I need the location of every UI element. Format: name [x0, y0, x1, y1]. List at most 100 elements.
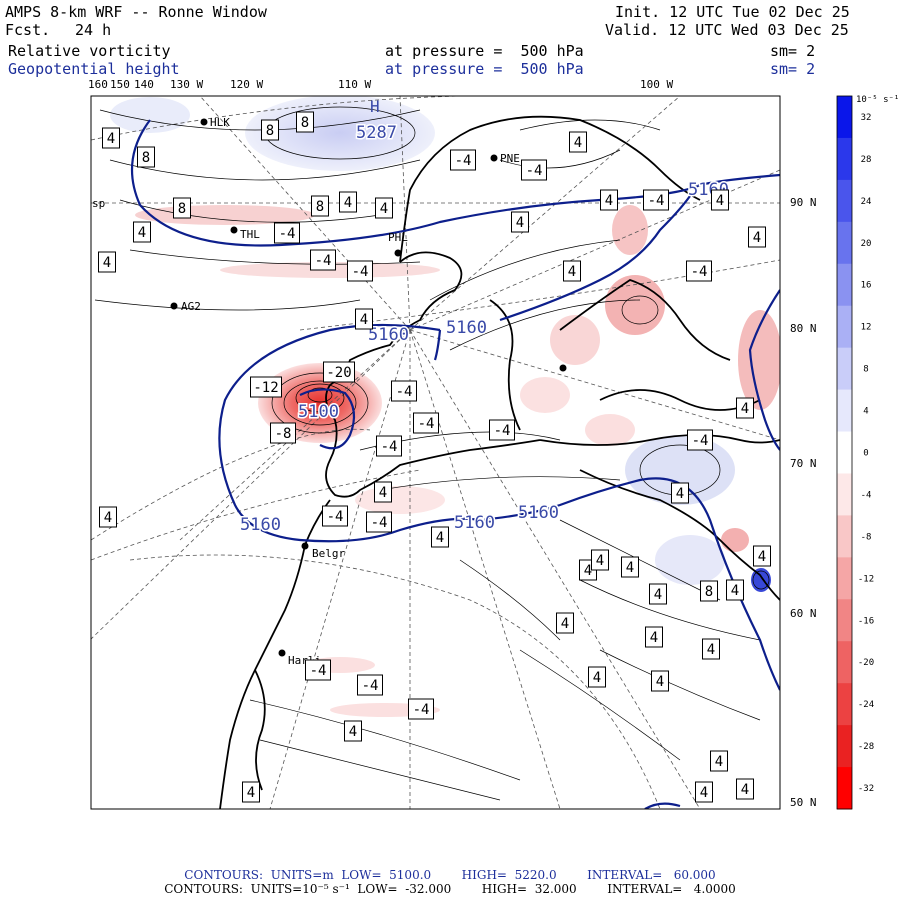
- vorticity-box-label: 4: [569, 131, 587, 153]
- vorticity-box: [376, 435, 402, 457]
- colorbar-swatch: [837, 725, 852, 768]
- vorticity-box-label: -4: [322, 505, 348, 527]
- vorticity-value: 4: [107, 131, 115, 147]
- vorticity-box-label: 4: [431, 526, 449, 548]
- vorticity-box-label: 4: [736, 778, 754, 800]
- vorticity-box-label: -4: [450, 149, 476, 171]
- vorticity-box: [643, 189, 669, 211]
- colorbar-tick-label: 0: [863, 449, 868, 459]
- vorticity-value: 4: [676, 486, 684, 502]
- vorticity-box: [591, 549, 609, 571]
- vorticity-box: [408, 698, 434, 720]
- height-label: 5160: [446, 318, 487, 338]
- vorticity-box-label: -4: [489, 419, 515, 441]
- positive-vorticity-area: [110, 97, 190, 133]
- plot-frame: [90, 95, 781, 810]
- vorticity-value: 4: [104, 510, 112, 526]
- vorticity-value: 4: [700, 785, 708, 801]
- vorticity-box: [651, 670, 669, 692]
- vorticity-value: -4: [396, 384, 413, 400]
- vorticity-value: 4: [584, 563, 592, 579]
- vorticity-box: [347, 260, 373, 282]
- field1-smooth: sm= 2: [770, 42, 816, 60]
- colorbar-swatch: [837, 557, 852, 600]
- station-dot: [301, 542, 309, 550]
- vorticity-box: [645, 626, 663, 648]
- vorticity-box-label: -4: [366, 511, 392, 533]
- colorbar-swatch: [837, 683, 852, 726]
- colorbar-tick-label: -32: [858, 784, 874, 794]
- vorticity-box-label: 4: [339, 191, 357, 213]
- lon-label: 120 W: [230, 78, 264, 91]
- negative-vorticity-area: [721, 528, 749, 552]
- vorticity-value: -4: [371, 515, 388, 531]
- vorticity-box-label: 4: [242, 781, 260, 803]
- vorticity-value: 4: [731, 583, 739, 599]
- vorticity-value: -4: [692, 433, 709, 449]
- vorticity-box: [710, 750, 728, 772]
- vorticity-value: -4: [362, 678, 379, 694]
- lon-label: 150: [110, 78, 130, 91]
- height-contours: [130, 119, 780, 809]
- vorticity-value: 4: [741, 782, 749, 798]
- vorticity-box: [250, 376, 282, 398]
- vorticity-box-label: 8: [137, 146, 155, 168]
- vorticity-value: -12: [253, 380, 278, 396]
- vorticity-shading: [110, 96, 780, 717]
- station-dot: [230, 226, 238, 234]
- station-label: AG2: [181, 300, 201, 313]
- vorticity-value: -4: [455, 153, 472, 169]
- vorticity-value: 4: [605, 193, 613, 209]
- lon-label: 140: [134, 78, 154, 91]
- vorticity-box: [102, 127, 120, 149]
- vorticity-value: 4: [593, 670, 601, 686]
- negative-vorticity-area: [612, 205, 648, 255]
- vorticity-box-label: 4: [711, 189, 729, 211]
- vorticity-box-label: 4: [748, 226, 766, 248]
- footer-vorticity-contours: CONTOURS: UNITS=10⁻⁵ s⁻¹ LOW= -32.000 HI…: [164, 882, 736, 896]
- vorticity-value: 4: [436, 530, 444, 546]
- footer-height-contours: CONTOURS: UNITS=m LOW= 5100.0 HIGH= 5220…: [184, 868, 716, 882]
- vorticity-box: [311, 195, 329, 217]
- vorticity-value: -4: [526, 163, 543, 179]
- colorbar-tick-label: 8: [863, 365, 868, 375]
- vorticity-value: 4: [516, 215, 524, 231]
- vorticity-box-label: 4: [556, 612, 574, 634]
- colorbar-swatch: [837, 767, 852, 810]
- negative-vorticity-area: [585, 414, 635, 446]
- vorticity-box: [489, 419, 515, 441]
- vorticity-value: -4: [352, 264, 369, 280]
- vorticity-box: [711, 189, 729, 211]
- positive-vorticity-area: [625, 435, 735, 505]
- vorticity-box: [344, 720, 362, 742]
- field1-level: at pressure = 500 hPa: [385, 42, 584, 60]
- vorticity-box: [274, 222, 300, 244]
- vorticity-box-label: 8: [311, 195, 329, 217]
- forecast-label: Fcst.: [5, 21, 51, 39]
- colorbar-tick-label: -28: [858, 742, 874, 752]
- vorticity-value: 4: [656, 674, 664, 690]
- negative-vorticity-area: [738, 310, 780, 410]
- colorbar-tick-label: -8: [861, 532, 872, 542]
- height-label: 5160: [518, 503, 559, 523]
- valid-time: Valid. 12 UTC Wed 03 Dec 25: [605, 21, 849, 39]
- field2-level: at pressure = 500 hPa: [385, 60, 584, 78]
- vorticity-box: [173, 197, 191, 219]
- vorticity-box: [569, 131, 587, 153]
- station-label: sp: [92, 197, 105, 210]
- station-dot: [200, 118, 208, 126]
- vorticity-box-label: -8: [270, 422, 296, 444]
- vorticity-box-label: 4: [375, 197, 393, 219]
- vorticity-value: 4: [654, 587, 662, 603]
- vorticity-value: 4: [574, 135, 582, 151]
- height-label: 5160: [240, 515, 281, 535]
- station-label: PNE: [500, 152, 520, 165]
- vorticity-box-label: 8: [261, 119, 279, 141]
- vorticity-box-label: 4: [710, 750, 728, 772]
- vorticity-box-label: 4: [102, 127, 120, 149]
- colorbar-swatch: [837, 515, 852, 558]
- colorbar-tick-label: 32: [861, 113, 872, 123]
- station-label: HLK: [210, 116, 230, 129]
- field2-name: Geopotential height: [8, 60, 180, 78]
- vorticity-box-label: -4: [687, 429, 713, 451]
